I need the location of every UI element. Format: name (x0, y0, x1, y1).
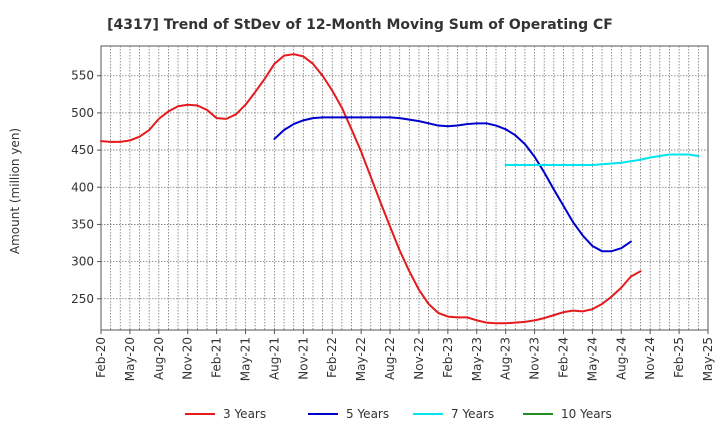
legend-label-10-years: 10 Years (561, 407, 612, 421)
plot-frame (100, 45, 709, 331)
y-tick-label: 450 (71, 143, 94, 157)
chart-title: [4317] Trend of StDev of 12-Month Moving… (107, 17, 613, 33)
x-tick-label: Aug-24 (614, 337, 628, 380)
x-tick-label: Feb-23 (441, 337, 455, 378)
x-tick-label: Nov-21 (296, 337, 310, 380)
x-tick-label: Aug-20 (152, 337, 166, 380)
x-tick-label: May-25 (701, 337, 715, 381)
x-tick-label: May-23 (470, 337, 484, 381)
y-tick-label: 300 (71, 255, 94, 269)
y-tick-label: 350 (71, 217, 94, 231)
x-tick-label: Aug-22 (383, 337, 397, 380)
x-tick-label: May-21 (239, 337, 253, 381)
x-tick-label: Nov-22 (412, 337, 426, 380)
x-tick-label: Feb-21 (210, 337, 224, 378)
series-line-7-years (504, 153, 700, 166)
legend-label-3-years: 3 Years (223, 407, 266, 421)
legend: 3 Years 5 Years 7 Years 10 Years (185, 407, 612, 421)
y-axis-label: Amount (million yen) (8, 128, 22, 254)
x-tick-label: Nov-24 (643, 337, 657, 380)
series-line-5-years (273, 116, 632, 253)
x-tick-label: Aug-21 (267, 337, 281, 380)
x-tick-label: Feb-20 (94, 337, 108, 378)
x-tick-label: Aug-23 (499, 337, 513, 380)
x-tick-label: Feb-24 (556, 337, 570, 378)
x-tick-label: Feb-22 (325, 337, 339, 378)
x-tick-label: May-20 (123, 337, 137, 381)
legend-label-7-years: 7 Years (451, 407, 494, 421)
y-tick-label: 550 (71, 69, 94, 83)
y-tick-label: 250 (71, 292, 94, 306)
x-tick-label: Feb-25 (672, 337, 686, 378)
x-tick-label: May-24 (585, 337, 599, 381)
plot-area: 250 300 350 400 450 500 550 Feb-20 May-20 Aug-20 N… (71, 45, 715, 381)
x-tick-label: Nov-20 (181, 337, 195, 380)
x-tick-label: Nov-23 (528, 337, 542, 380)
series-line-3-years (100, 53, 642, 325)
y-tick-label: 400 (71, 180, 94, 194)
legend-label-5-years: 5 Years (346, 407, 389, 421)
x-tick-label: May-22 (354, 337, 368, 381)
y-tick-label: 500 (71, 106, 94, 120)
